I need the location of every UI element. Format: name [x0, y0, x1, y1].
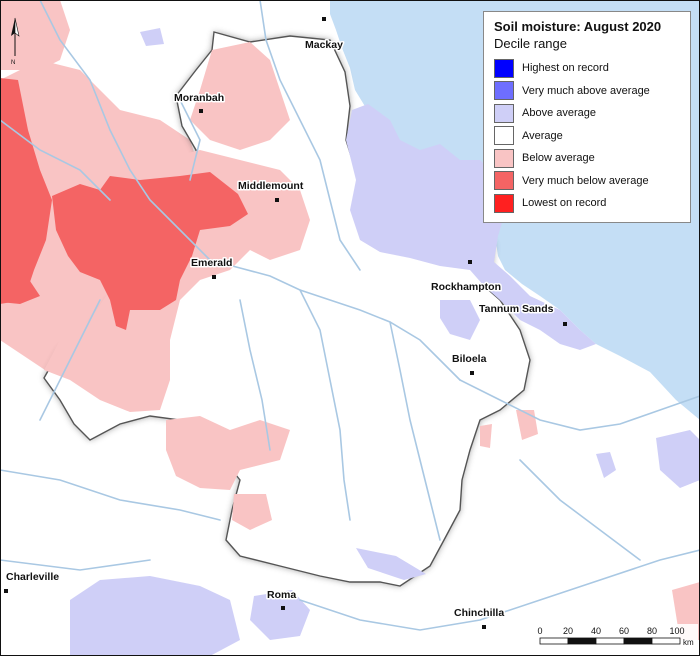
legend-items: Highest on record Very much above average… [494, 57, 682, 215]
region-above-average-southeast2 [656, 430, 700, 488]
town-marker [275, 198, 279, 202]
region-above-average-southeast [596, 452, 616, 478]
region-below-average-south [166, 416, 290, 490]
scale-tick-100: 100 [669, 626, 684, 636]
legend-item: Highest on record [494, 57, 682, 80]
town-marker [4, 589, 8, 593]
region-below-average-north [190, 42, 290, 150]
legend-swatch [494, 58, 514, 78]
region-above-average-north [140, 28, 164, 46]
legend-item: Lowest on record [494, 192, 682, 215]
town-label-rockhampton: Rockhampton [431, 281, 501, 293]
region-very-much-below-west [0, 78, 52, 304]
town-marker [563, 322, 567, 326]
town-label-middlemount: Middlemount [238, 180, 304, 192]
scale-tick-60: 60 [619, 626, 629, 636]
town-label-roma: Roma [267, 589, 296, 601]
legend-label: Lowest on record [522, 197, 607, 210]
legend-swatch [494, 81, 514, 101]
town-charleville: Charleville [4, 570, 61, 593]
town-rockhampton: Rockhampton [430, 260, 503, 295]
town-tannum-sands: Tannum Sands [478, 302, 567, 326]
town-roma: Roma [266, 588, 298, 610]
town-marker [322, 17, 326, 21]
legend-swatch [494, 126, 514, 146]
region-above-average-charleville [70, 576, 240, 656]
region-below-average-east2 [480, 424, 492, 448]
legend-swatch [494, 103, 514, 123]
town-marker [482, 625, 486, 629]
region-above-average-south [356, 548, 426, 580]
town-mackay: Mackay [304, 17, 345, 53]
town-label-chinchilla: Chinchilla [454, 607, 504, 619]
town-chinchilla: Chinchilla [453, 606, 506, 629]
legend-box: Soil moisture: August 2020 Decile range … [483, 11, 691, 223]
legend-item: Above average [494, 102, 682, 125]
town-label-moranbah: Moranbah [174, 92, 224, 104]
river-network [0, 0, 700, 631]
town-marker [470, 371, 474, 375]
town-middlemount: Middlemount [237, 179, 305, 202]
region-above-average-coast [346, 104, 596, 350]
legend-label: Very much above average [522, 84, 650, 97]
region-very-much-below-centre [52, 172, 248, 330]
legend-label: Average [522, 129, 563, 142]
scale-bar: 0 20 40 60 80 100 km [526, 624, 698, 652]
legend-label: Above average [522, 107, 596, 120]
town-label-mackay: Mackay [305, 39, 343, 51]
legend-label: Very much below average [522, 174, 649, 187]
legend-item: Below average [494, 147, 682, 170]
region-above-average-rockhampton [440, 300, 480, 340]
town-emerald: Emerald [190, 256, 234, 279]
scale-tick-40: 40 [591, 626, 601, 636]
scale-tick-80: 80 [647, 626, 657, 636]
town-biloela: Biloela [451, 352, 488, 375]
town-moranbah: Moranbah [173, 91, 226, 113]
town-marker [281, 606, 285, 610]
town-label-emerald: Emerald [191, 257, 232, 269]
legend-title: Soil moisture: August 2020 [494, 19, 662, 34]
town-label-charleville: Charleville [6, 571, 59, 583]
region-above-average-roma [250, 590, 310, 640]
north-arrow-label: N [11, 60, 15, 66]
legend-item: Very much above average [494, 80, 682, 103]
scale-unit: km [683, 638, 694, 647]
town-marker [468, 260, 472, 264]
scale-tick-20: 20 [563, 626, 573, 636]
legend-item: Very much below average [494, 170, 682, 193]
region-below-average-small [232, 494, 272, 530]
legend-swatch [494, 148, 514, 168]
town-label-biloela: Biloela [452, 353, 487, 365]
region-below-north [0, 0, 70, 70]
scale-tick-0: 0 [537, 626, 542, 636]
north-arrow: N [11, 17, 20, 66]
town-label-tannum-sands: Tannum Sands [479, 303, 554, 315]
region-below-average-east [516, 410, 538, 440]
town-marker [199, 109, 203, 113]
legend-label: Highest on record [522, 62, 609, 75]
legend-swatch [494, 193, 514, 213]
region-very-much-below-west2 [0, 278, 40, 304]
town-marker [212, 275, 216, 279]
legend-subtitle: Decile range [494, 36, 567, 51]
legend-label: Below average [522, 152, 595, 165]
legend-item: Average [494, 125, 682, 148]
legend-swatch [494, 171, 514, 191]
